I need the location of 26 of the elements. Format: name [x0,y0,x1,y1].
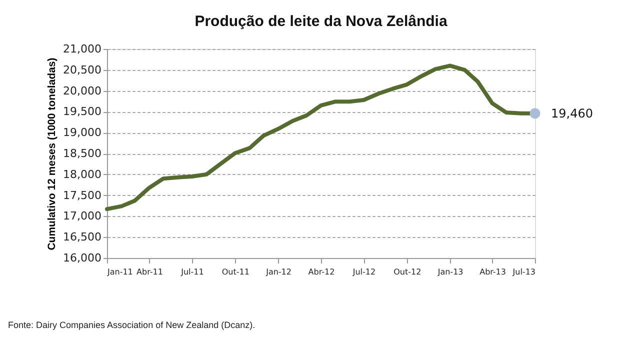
y-tick-label: 19,500 [63,105,102,118]
x-tick-label: Abr-13 [480,268,506,276]
y-tick-label: 17,500 [63,188,102,202]
y-tick-label: 20,000 [63,84,102,98]
y-tick-label: 16,500 [63,230,102,244]
y-tick-label: 16,000 [63,252,102,264]
y-tick-label: 18,500 [63,147,102,160]
x-tick-label: Jul-12 [352,268,376,276]
y-tick-label: 19,000 [63,126,102,140]
x-tick-label: Abr-12 [308,268,335,276]
y-tick-label: 17,000 [63,210,102,223]
x-tick-label: Out-11 [222,268,250,276]
y-axis-title: Cumulativo 12 meses (1000 toneladas) [46,58,58,250]
x-tick-label: Jul-13 [512,268,536,276]
source-note: Fonte: Dairy Companies Association of New Zealand (Dcanz). [8,320,256,330]
x-tick-label: Jul-11 [180,268,204,276]
y-tick-label: 20,500 [63,63,102,76]
y-tick-label: 21,000 [63,42,102,56]
x-tick-label: Out-12 [394,268,422,276]
x-tick-label: Jan-12 [265,268,292,276]
chart-title: Produção de leite da Nova Zelândia [194,13,448,30]
y-tick-label: 18,000 [63,168,102,181]
annotation: 19,460 [551,106,593,120]
x-tick-label: Jan-13 [436,268,464,276]
x-tick-label: Jan-11 [106,268,133,276]
x-tick-label: Abr-11 [136,268,163,276]
